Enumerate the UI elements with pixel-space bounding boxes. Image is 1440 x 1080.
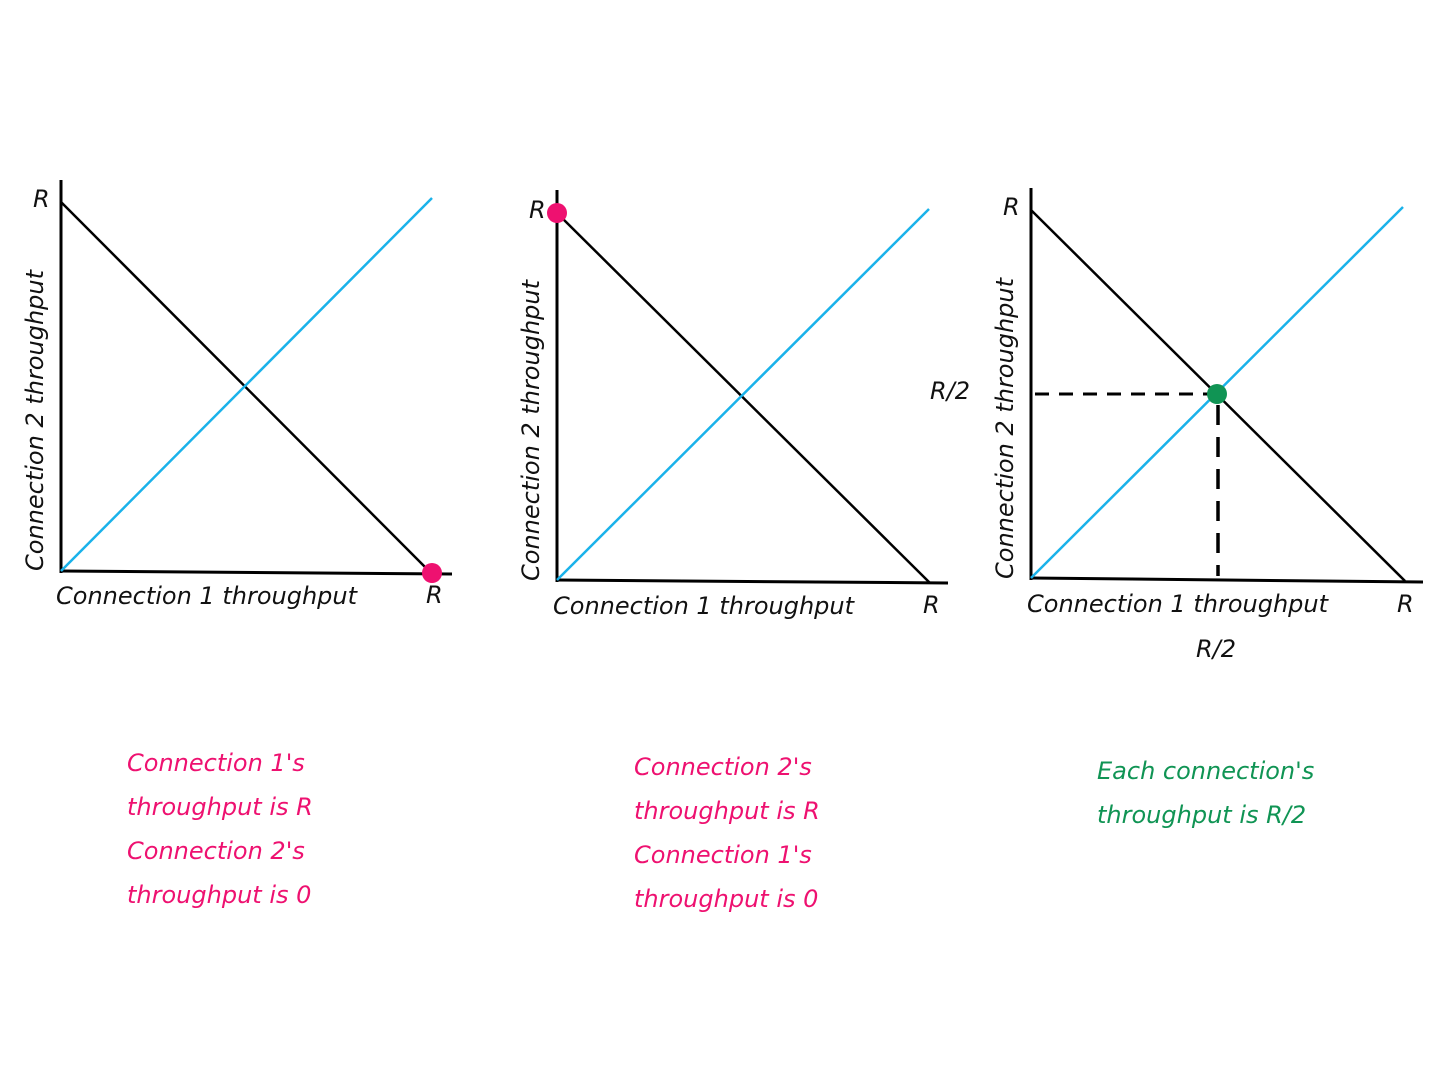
caption-line: throughput is R (634, 797, 820, 825)
y-mid-label: R/2 (930, 377, 970, 405)
y-axis-label: Connection 2 throughput (991, 276, 1019, 579)
y-axis-label: Connection 2 throughput (517, 278, 545, 581)
x-max-label: R (426, 581, 443, 609)
y-max-label: R (1003, 193, 1020, 221)
caption-line: throughput is R/2 (1097, 801, 1307, 829)
caption-line: Connection 2's (634, 753, 812, 781)
panel-1-caption: Connection 1's throughput is R Connectio… (127, 741, 313, 917)
equal-share-line (556, 208, 930, 581)
x-axis (60, 569, 453, 576)
x-axis-label: Connection 1 throughput (553, 592, 856, 620)
panel-2: R R Connection 1 throughput Connection 2… (517, 190, 949, 620)
highlight-point (422, 563, 442, 583)
x-axis-label: Connection 1 throughput (1027, 590, 1330, 618)
x-axis (556, 578, 949, 585)
x-axis-label: Connection 1 throughput (56, 582, 359, 610)
x-max-label: R (923, 591, 940, 619)
caption-line: Each connection's (1097, 757, 1315, 785)
caption-line: throughput is 0 (127, 881, 312, 909)
x-axis (1030, 576, 1424, 584)
panel-3-caption: Each connection's throughput is R/2 (1097, 749, 1314, 837)
caption-line: Connection 1's (127, 749, 305, 777)
full-utilization-line (556, 212, 931, 584)
panel-1: R R Connection 1 throughput Connection 2… (21, 180, 453, 610)
panel-2-caption: Connection 2's throughput is R Connectio… (634, 745, 820, 921)
highlight-point (547, 203, 567, 223)
caption-line: throughput is R (127, 793, 313, 821)
y-max-label: R (33, 185, 50, 213)
highlight-point (1207, 384, 1227, 404)
equal-share-line (60, 197, 433, 572)
x-max-label: R (1397, 590, 1414, 618)
panel-3: R R/2 R R/2 Connection 1 throughput Conn… (930, 188, 1424, 663)
full-utilization-line (60, 201, 432, 574)
caption-line: throughput is 0 (634, 885, 819, 913)
x-mid-label: R/2 (1196, 635, 1236, 663)
caption-line: Connection 2's (127, 837, 305, 865)
y-max-label: R (529, 196, 546, 224)
y-axis-label: Connection 2 throughput (21, 268, 49, 571)
caption-line: Connection 1's (634, 841, 812, 869)
